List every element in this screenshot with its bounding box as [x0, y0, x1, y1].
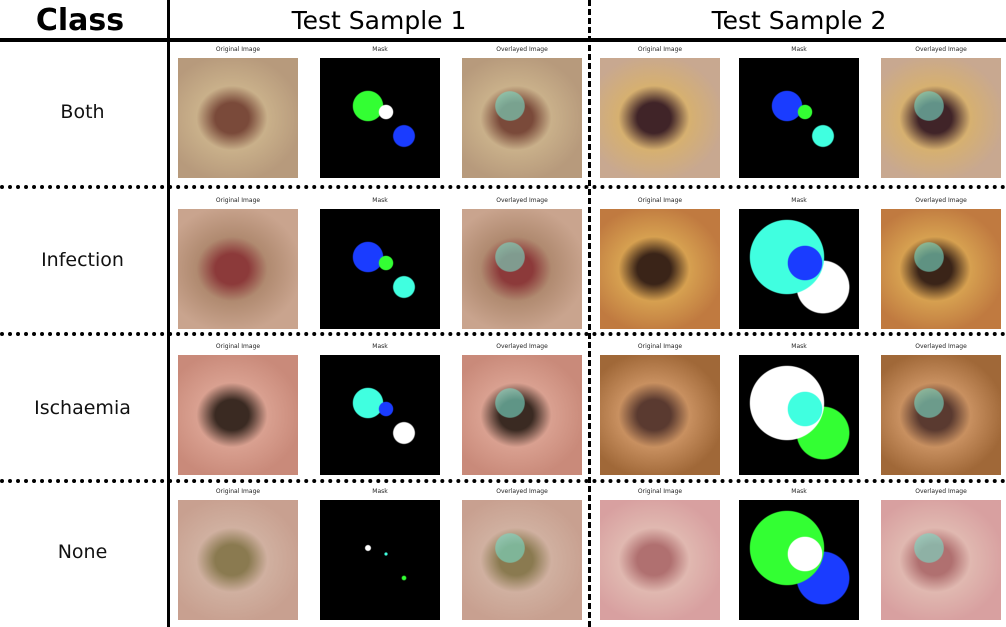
- image-panel: [178, 355, 298, 475]
- header-rule: [0, 38, 1006, 42]
- image-panel: [881, 209, 1001, 329]
- image-panel: [600, 500, 720, 620]
- panel-title: Overlayed Image: [496, 46, 548, 53]
- row-label: Ischaemia: [34, 397, 131, 419]
- panel-title: Mask: [372, 46, 388, 53]
- sample-divider: [588, 0, 591, 627]
- row-divider: [0, 185, 1006, 189]
- panel-title: Mask: [372, 197, 388, 204]
- image-panel: [600, 58, 720, 178]
- image-panel: [739, 58, 859, 178]
- panel-title: Overlayed Image: [915, 488, 967, 495]
- panel-title: Original Image: [637, 46, 683, 53]
- panel-title: Overlayed Image: [915, 197, 967, 204]
- image-panel: [881, 58, 1001, 178]
- image-panel: [462, 209, 582, 329]
- panel-title: Original Image: [215, 488, 261, 495]
- image-panel: [320, 58, 440, 178]
- row-divider: [0, 332, 1006, 336]
- panel-title: Original Image: [215, 197, 261, 204]
- panel-title: Overlayed Image: [496, 343, 548, 350]
- row-label: Infection: [41, 249, 124, 271]
- panel-title: Overlayed Image: [915, 46, 967, 53]
- sample-header: Test Sample 2: [711, 6, 887, 35]
- image-panel: [462, 500, 582, 620]
- image-panel: [178, 209, 298, 329]
- panel-title: Mask: [791, 343, 807, 350]
- panel-title: Original Image: [637, 343, 683, 350]
- image-panel: [881, 355, 1001, 475]
- panel-title: Overlayed Image: [496, 197, 548, 204]
- image-panel: [881, 500, 1001, 620]
- panel-title: Mask: [372, 488, 388, 495]
- column-rule: [167, 0, 170, 627]
- image-panel: [320, 500, 440, 620]
- panel-title: Original Image: [637, 488, 683, 495]
- image-panel: [739, 500, 859, 620]
- panel-title: Original Image: [637, 197, 683, 204]
- class-header: Class: [35, 3, 125, 38]
- image-panel: [462, 355, 582, 475]
- image-panel: [462, 58, 582, 178]
- row-divider: [0, 479, 1006, 483]
- panel-title: Overlayed Image: [496, 488, 548, 495]
- sample-header: Test Sample 1: [291, 6, 467, 35]
- image-panel: [178, 500, 298, 620]
- panel-title: Overlayed Image: [915, 343, 967, 350]
- image-panel: [320, 209, 440, 329]
- row-label: Both: [60, 101, 105, 123]
- image-panel: [600, 355, 720, 475]
- panel-title: Mask: [372, 343, 388, 350]
- panel-title: Mask: [791, 488, 807, 495]
- row-label: None: [57, 541, 108, 563]
- panel-title: Original Image: [215, 46, 261, 53]
- panel-title: Mask: [791, 46, 807, 53]
- image-panel: [600, 209, 720, 329]
- image-panel: [178, 58, 298, 178]
- image-panel: [739, 209, 859, 329]
- panel-title: Original Image: [215, 343, 261, 350]
- panel-title: Mask: [791, 197, 807, 204]
- image-panel: [320, 355, 440, 475]
- image-panel: [739, 355, 859, 475]
